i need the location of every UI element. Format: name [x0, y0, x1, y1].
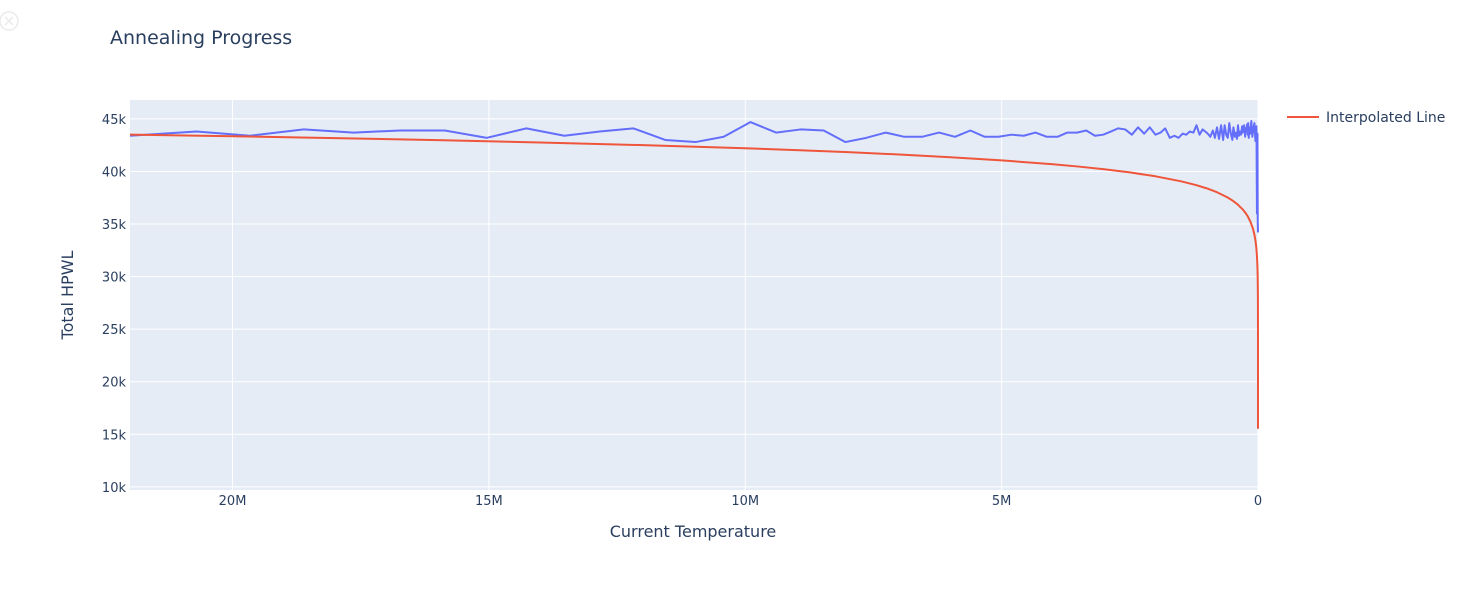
plot-area	[130, 100, 1258, 490]
legend-label-interpolated-line[interactable]: Interpolated Line	[1326, 110, 1445, 126]
x-tick-label: 20M	[219, 494, 247, 509]
y-tick-label: 20k	[102, 376, 127, 391]
x-tick-label: 15M	[475, 494, 503, 509]
y-tick-label: 35k	[102, 218, 127, 233]
y-tick-label: 40k	[102, 165, 127, 180]
close-circle-icon[interactable]	[0, 10, 20, 32]
x-tick-label: 10M	[731, 494, 759, 509]
grid-layer	[130, 100, 1259, 490]
y-tick-label: 15k	[102, 428, 127, 443]
tick-layer: 20M 15M 10M 5M 0 10k 15k 20k 25k 30k 35k 40k 45k	[102, 113, 1262, 509]
chart-title: Annealing Progress	[110, 27, 292, 49]
series-layer	[129, 120, 1259, 429]
series-line-interpolated	[129, 133, 1259, 429]
legend[interactable]: Interpolated Line	[1287, 110, 1445, 126]
series-line-hpwl	[129, 120, 1259, 233]
y-tick-label: 10k	[102, 481, 127, 496]
y-tick-label: 45k	[102, 113, 127, 128]
x-axis-title: Current Temperature	[610, 522, 777, 541]
y-tick-label: 30k	[102, 271, 127, 286]
x-tick-label: 5M	[992, 494, 1012, 509]
y-axis-title: Total HPWL	[58, 250, 77, 340]
x-tick-label: 0	[1254, 494, 1262, 509]
y-tick-label: 25k	[102, 323, 127, 338]
